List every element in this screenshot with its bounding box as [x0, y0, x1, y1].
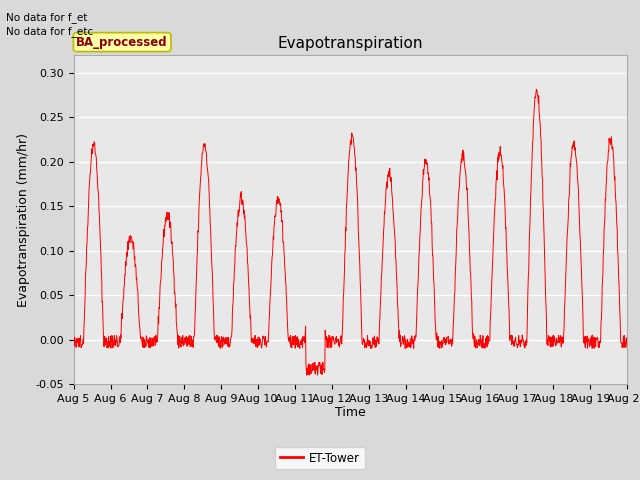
Title: Evapotranspiration: Evapotranspiration: [278, 36, 423, 51]
Text: No data for f_et: No data for f_et: [6, 12, 88, 23]
X-axis label: Time: Time: [335, 407, 366, 420]
Text: BA_processed: BA_processed: [76, 36, 168, 48]
Legend: ET-Tower: ET-Tower: [275, 447, 365, 469]
Text: No data for f_etc: No data for f_etc: [6, 26, 93, 37]
Y-axis label: Evapotranspiration (mm/hr): Evapotranspiration (mm/hr): [17, 132, 29, 307]
